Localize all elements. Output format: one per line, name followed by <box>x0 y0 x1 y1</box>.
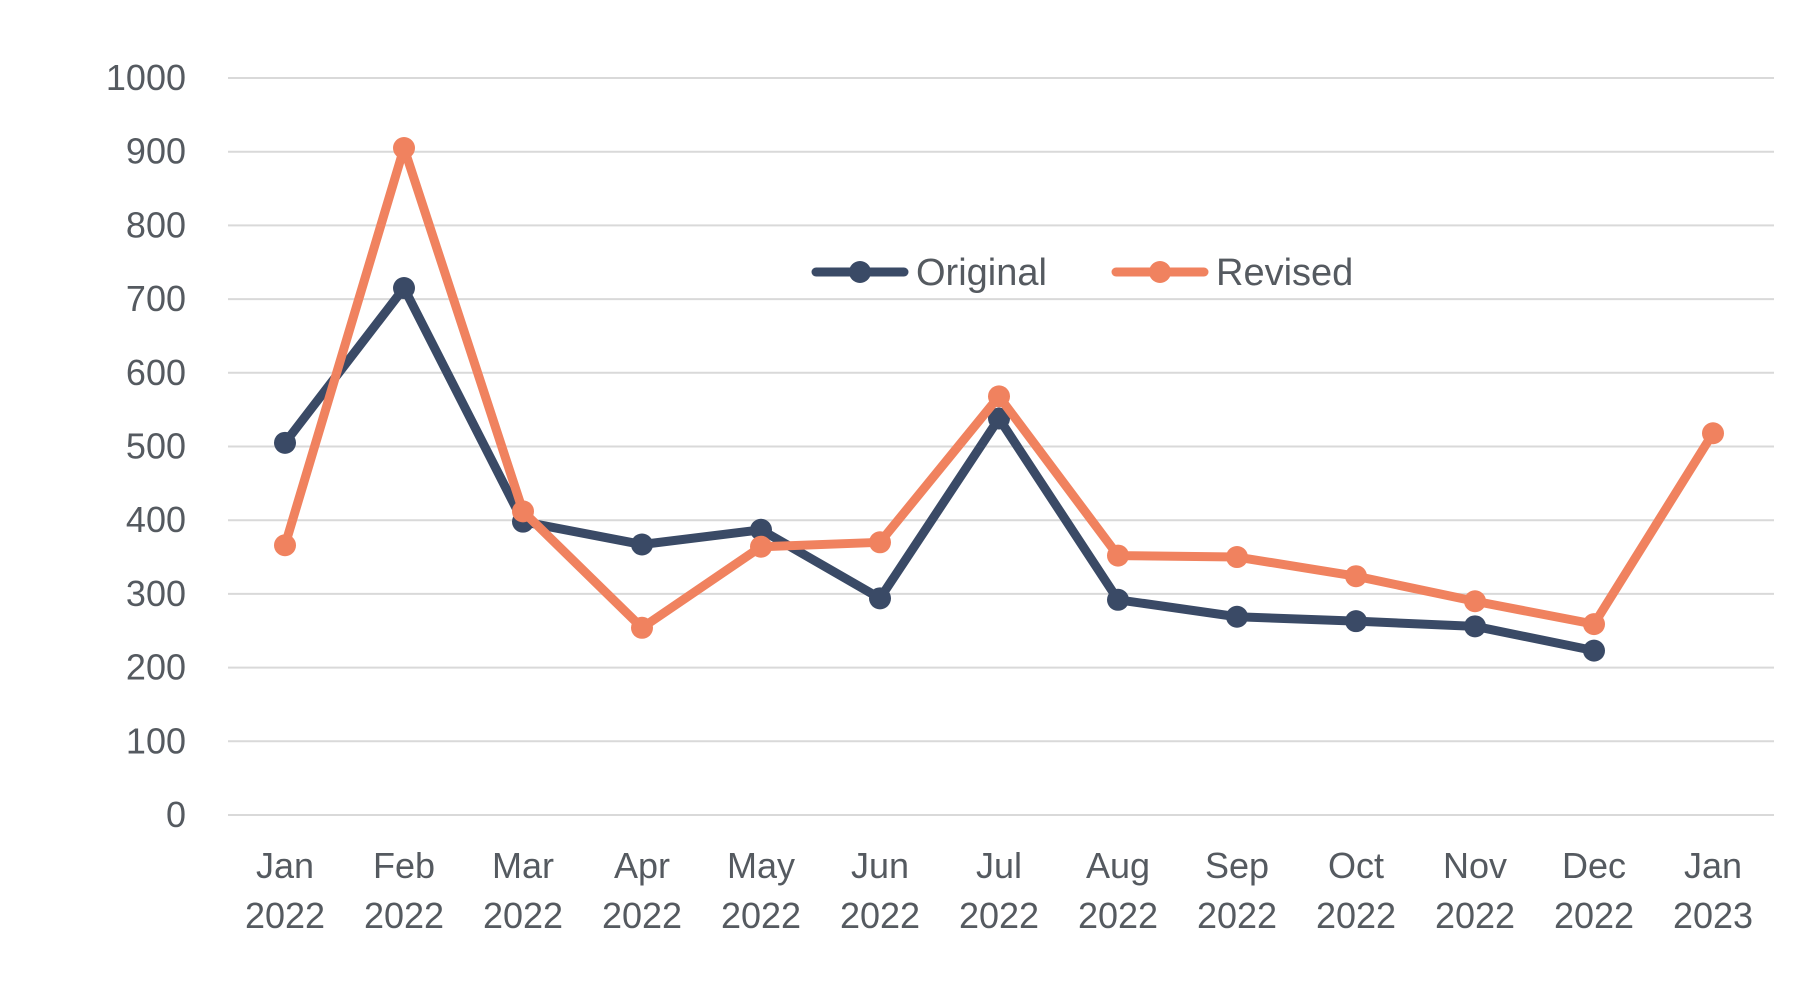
series-line-original <box>280 283 1599 656</box>
data-point <box>631 533 653 556</box>
legend-label: Revised <box>1216 252 1353 294</box>
data-point <box>512 500 534 523</box>
legend-swatch-marker <box>1149 261 1171 283</box>
y-tick-label: 200 <box>126 647 186 688</box>
series-revised <box>274 137 1724 639</box>
x-tick-label: Jan 2023 <box>1673 845 1753 936</box>
y-tick-label: 500 <box>126 426 186 467</box>
x-tick-label: Dec 2022 <box>1554 845 1634 936</box>
data-point <box>1107 544 1129 567</box>
y-tick-label: 600 <box>126 352 186 393</box>
x-tick-label: Jul 2022 <box>959 845 1039 936</box>
data-point <box>1583 639 1605 662</box>
data-point <box>1107 588 1129 611</box>
x-tick-label: Aug 2022 <box>1078 845 1158 936</box>
x-tick-label: Nov 2022 <box>1435 845 1515 936</box>
data-point <box>393 137 415 160</box>
data-point <box>1464 615 1486 638</box>
x-tick-label: Feb 2022 <box>364 845 444 936</box>
y-tick-label: 400 <box>126 499 186 540</box>
x-tick-label: Apr 2022 <box>602 845 682 936</box>
legend-item-revised: Revised <box>1111 252 1353 294</box>
data-point <box>750 518 772 541</box>
y-tick-label: 800 <box>126 204 186 245</box>
x-tick-label: Jun 2022 <box>840 845 920 936</box>
legend-swatch-marker <box>849 261 871 283</box>
legend: Original Revised <box>811 252 1353 294</box>
x-axis: Jan 2022 Feb 2022 Mar 2022 Apr 2022 May 2022 Jun 20… <box>245 845 1753 936</box>
y-tick-label: 900 <box>126 131 186 172</box>
data-point <box>631 616 653 639</box>
data-point <box>1226 546 1248 569</box>
data-point <box>1583 613 1605 636</box>
x-tick-label: Oct 2022 <box>1316 845 1396 936</box>
data-point <box>1702 422 1724 445</box>
y-tick-label: 300 <box>126 573 186 614</box>
data-point <box>750 535 772 558</box>
series-group <box>274 137 1724 662</box>
series-original <box>274 277 1605 662</box>
legend-label: Original <box>916 252 1047 294</box>
data-point <box>274 534 296 557</box>
x-tick-label: Sep 2022 <box>1197 845 1277 936</box>
x-tick-label: Mar 2022 <box>483 845 563 936</box>
y-tick-label: 0 <box>166 794 186 835</box>
legend-item-original: Original <box>811 252 1047 294</box>
x-tick-label: Jan 2022 <box>245 845 325 936</box>
x-tick-label: May 2022 <box>721 845 801 936</box>
data-point <box>988 407 1010 430</box>
data-point <box>274 431 296 454</box>
data-point <box>869 587 891 610</box>
data-point <box>869 531 891 554</box>
gridlines <box>228 77 1774 816</box>
y-tick-label: 700 <box>126 278 186 319</box>
data-point <box>1464 590 1486 613</box>
data-point <box>988 385 1010 408</box>
data-point <box>393 277 415 300</box>
data-point <box>1345 610 1367 633</box>
data-point <box>1345 565 1367 588</box>
y-tick-label: 1000 <box>106 57 186 98</box>
y-tick-label: 100 <box>126 720 186 761</box>
data-point <box>1226 605 1248 628</box>
y-axis: 0 100 200 300 400 500 600 700 800 900 1000 <box>106 57 186 835</box>
